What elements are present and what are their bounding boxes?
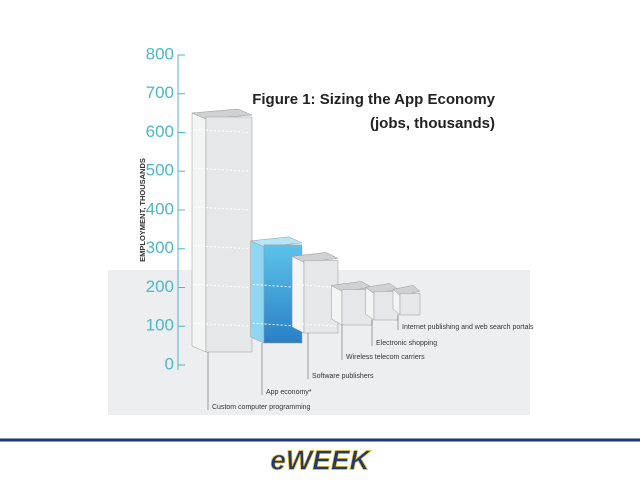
category-label: Internet publishing and web search porta…: [402, 324, 534, 331]
bar-dotted-line: [193, 206, 251, 211]
chart-title: Figure 1: Sizing the App Economy: [252, 91, 495, 108]
bar-dotted-line: [294, 284, 337, 288]
bar: [399, 293, 421, 316]
y-tick-label: 0: [165, 354, 174, 373]
y-axis-label: EMPLOYMENT, THOUSANDS: [138, 158, 147, 262]
bar-dotted-line: [294, 322, 337, 327]
y-tick-label: 500: [146, 161, 174, 180]
category-label: Custom computer programming: [212, 404, 311, 411]
bar-dotted-line: [193, 284, 251, 288]
y-tick-label: 200: [146, 277, 174, 296]
y-tick-label: 300: [146, 238, 174, 257]
category-label: Electronic shopping: [376, 340, 437, 347]
bar-top: [191, 108, 253, 120]
y-tick-label: 800: [146, 44, 174, 63]
bar-side: [291, 255, 305, 334]
bar-dotted-line: [193, 167, 251, 172]
chart-subtitle: (jobs, thousands): [370, 115, 495, 132]
bar-side: [191, 112, 207, 353]
bar-top: [291, 252, 339, 263]
bar-dotted-line: [193, 322, 251, 327]
bar-dotted-line: [193, 129, 251, 133]
bar-top: [392, 285, 421, 296]
y-tick-label: 100: [146, 316, 174, 335]
y-tick-label: 400: [146, 199, 174, 218]
y-tick-label: 700: [146, 83, 174, 102]
category-label: App economy*: [266, 389, 312, 396]
category-label: Wireless telecom carriers: [346, 354, 425, 361]
bar-side: [250, 240, 265, 344]
bar-side: [331, 285, 343, 326]
bar-top: [249, 236, 303, 248]
bar: [205, 116, 253, 353]
logo: eWEEK: [270, 444, 371, 475]
bar-dotted-line: [193, 245, 251, 250]
y-tick-label: 600: [146, 122, 174, 141]
category-label: Software publishers: [312, 373, 374, 380]
